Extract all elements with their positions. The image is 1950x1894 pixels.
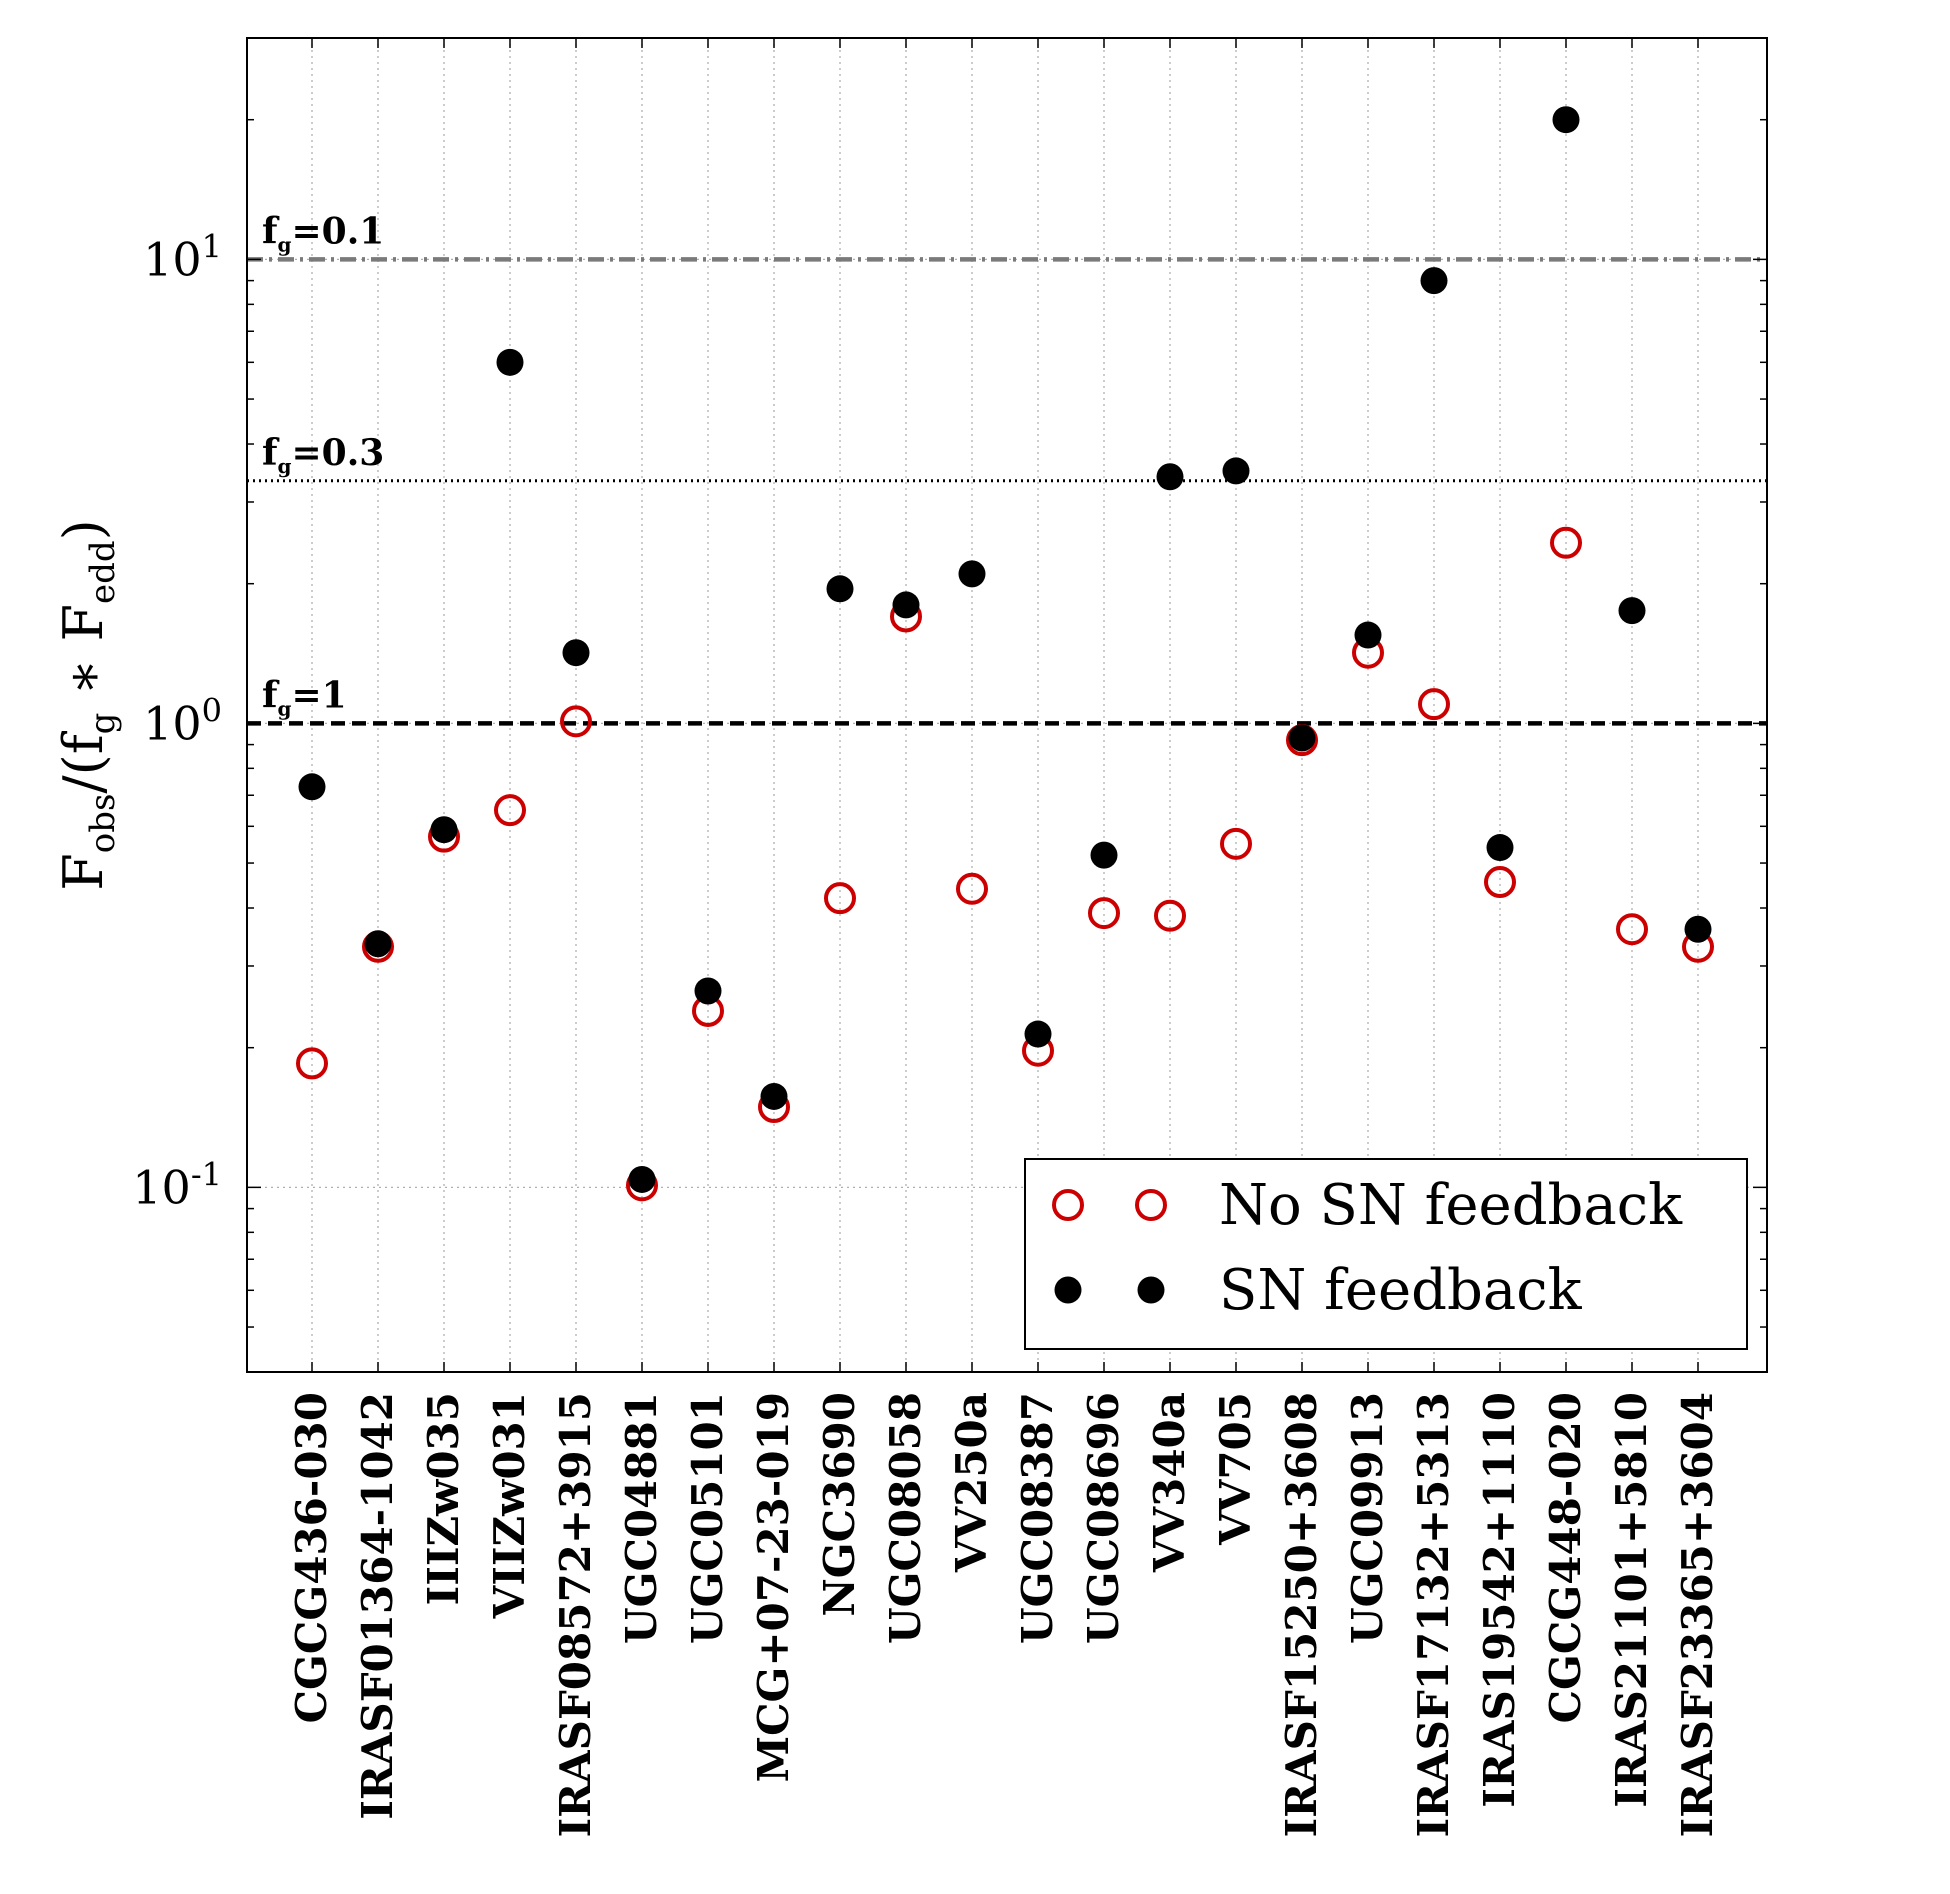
x-category-label: UGC05101	[683, 1392, 732, 1644]
point-no-sn-feedback	[296, 1047, 328, 1080]
legend: No SN feedback SN feedback	[1024, 1158, 1748, 1350]
legend-marker-sn-feedback	[1137, 1276, 1165, 1304]
point-sn-feedback	[694, 977, 722, 1005]
y-tick-labels: 101 100 10-1	[132, 227, 222, 1214]
point-no-sn-feedback	[560, 705, 592, 738]
point-no-sn-feedback	[956, 872, 988, 905]
legend-marker-no-sn-feedback	[1135, 1189, 1167, 1221]
x-category-label: VV705	[1211, 1392, 1260, 1546]
point-no-sn-feedback	[1154, 899, 1186, 932]
legend-marker-no-sn-feedback	[1052, 1189, 1084, 1221]
point-sn-feedback	[826, 575, 854, 603]
point-sn-feedback	[760, 1082, 788, 1110]
x-category-label: IRASF01364-1042	[353, 1392, 402, 1820]
x-category-label: UGC04881	[617, 1392, 666, 1644]
point-no-sn-feedback	[1550, 526, 1582, 559]
y-axis-label-text: Fobs/(fg ∗ Fedd)	[52, 519, 123, 890]
point-sn-feedback	[1024, 1020, 1052, 1048]
point-sn-feedback	[562, 639, 590, 667]
x-category-label: CGCG448-020	[1541, 1392, 1590, 1723]
x-category-label: UGC08058	[881, 1392, 930, 1644]
x-category-label: VV250a	[947, 1392, 996, 1573]
x-category-label: IRASF15250+3608	[1277, 1392, 1326, 1838]
point-sn-feedback	[1090, 841, 1118, 869]
point-no-sn-feedback	[1220, 827, 1252, 860]
point-sn-feedback	[496, 348, 524, 376]
x-category-label: IRAS19542+1110	[1475, 1392, 1524, 1808]
point-no-sn-feedback	[824, 882, 856, 915]
x-category-label: UGC08387	[1013, 1392, 1062, 1644]
x-category-label: UGC08696	[1079, 1392, 1128, 1644]
x-category-label: CGCG436-030	[287, 1392, 336, 1723]
point-no-sn-feedback	[1418, 688, 1450, 721]
point-sn-feedback	[1288, 724, 1316, 752]
y-tick-label: 101	[143, 227, 222, 286]
point-no-sn-feedback	[494, 794, 526, 827]
x-category-label: VIIZw031	[485, 1392, 534, 1619]
y-tick-label: 100	[143, 691, 222, 750]
reference-line-label: fg=1	[262, 674, 347, 720]
point-no-sn-feedback	[1088, 897, 1120, 930]
point-sn-feedback	[892, 591, 920, 619]
legend-label: No SN feedback	[1219, 1173, 1683, 1238]
point-sn-feedback	[1420, 267, 1448, 295]
point-sn-feedback	[1684, 915, 1712, 943]
x-category-label: MCG+07-23-019	[749, 1392, 798, 1782]
axis-ticks	[247, 37, 1767, 1373]
point-sn-feedback	[1552, 106, 1580, 134]
x-category-label: NGC3690	[815, 1392, 864, 1617]
point-sn-feedback	[1156, 463, 1184, 491]
y-tick-label: 10-1	[132, 1155, 222, 1214]
point-sn-feedback	[1486, 834, 1514, 862]
point-sn-feedback	[430, 816, 458, 844]
legend-label: SN feedback	[1219, 1258, 1583, 1323]
point-sn-feedback	[1618, 597, 1646, 625]
x-category-label: IIIZw035	[419, 1392, 468, 1605]
plot-area-frame	[246, 37, 1768, 1373]
point-sn-feedback	[1354, 621, 1382, 649]
legend-marker-sn-feedback	[1054, 1276, 1082, 1304]
reference-lines: fg=0.1 fg=0.3 fg=1	[247, 210, 1767, 726]
x-category-label: IRASF17132+5313	[1409, 1392, 1458, 1838]
x-category-label: VV340a	[1145, 1392, 1194, 1573]
reference-line-label: fg=0.3	[262, 432, 384, 478]
data-points	[296, 106, 1714, 1202]
x-category-label: IRASF23365+3604	[1673, 1392, 1722, 1838]
x-category-label: UGC09913	[1343, 1392, 1392, 1644]
x-category-label: IRAS21101+5810	[1607, 1392, 1656, 1808]
point-no-sn-feedback	[1484, 866, 1516, 899]
point-sn-feedback	[298, 773, 326, 801]
x-category-label: IRASF08572+3915	[551, 1392, 600, 1838]
point-no-sn-feedback	[1616, 913, 1648, 946]
x-category-labels: CGCG436-030 IRASF01364-1042 IIIZw035 VIIZw0…	[287, 1392, 1722, 1838]
point-sn-feedback	[364, 930, 392, 958]
y-axis-label: Fobs/(fg ∗ Fedd)	[52, 519, 123, 890]
point-sn-feedback	[958, 560, 986, 588]
point-sn-feedback	[1222, 457, 1250, 485]
reference-line-label: fg=0.1	[262, 210, 384, 256]
point-sn-feedback	[628, 1165, 656, 1193]
